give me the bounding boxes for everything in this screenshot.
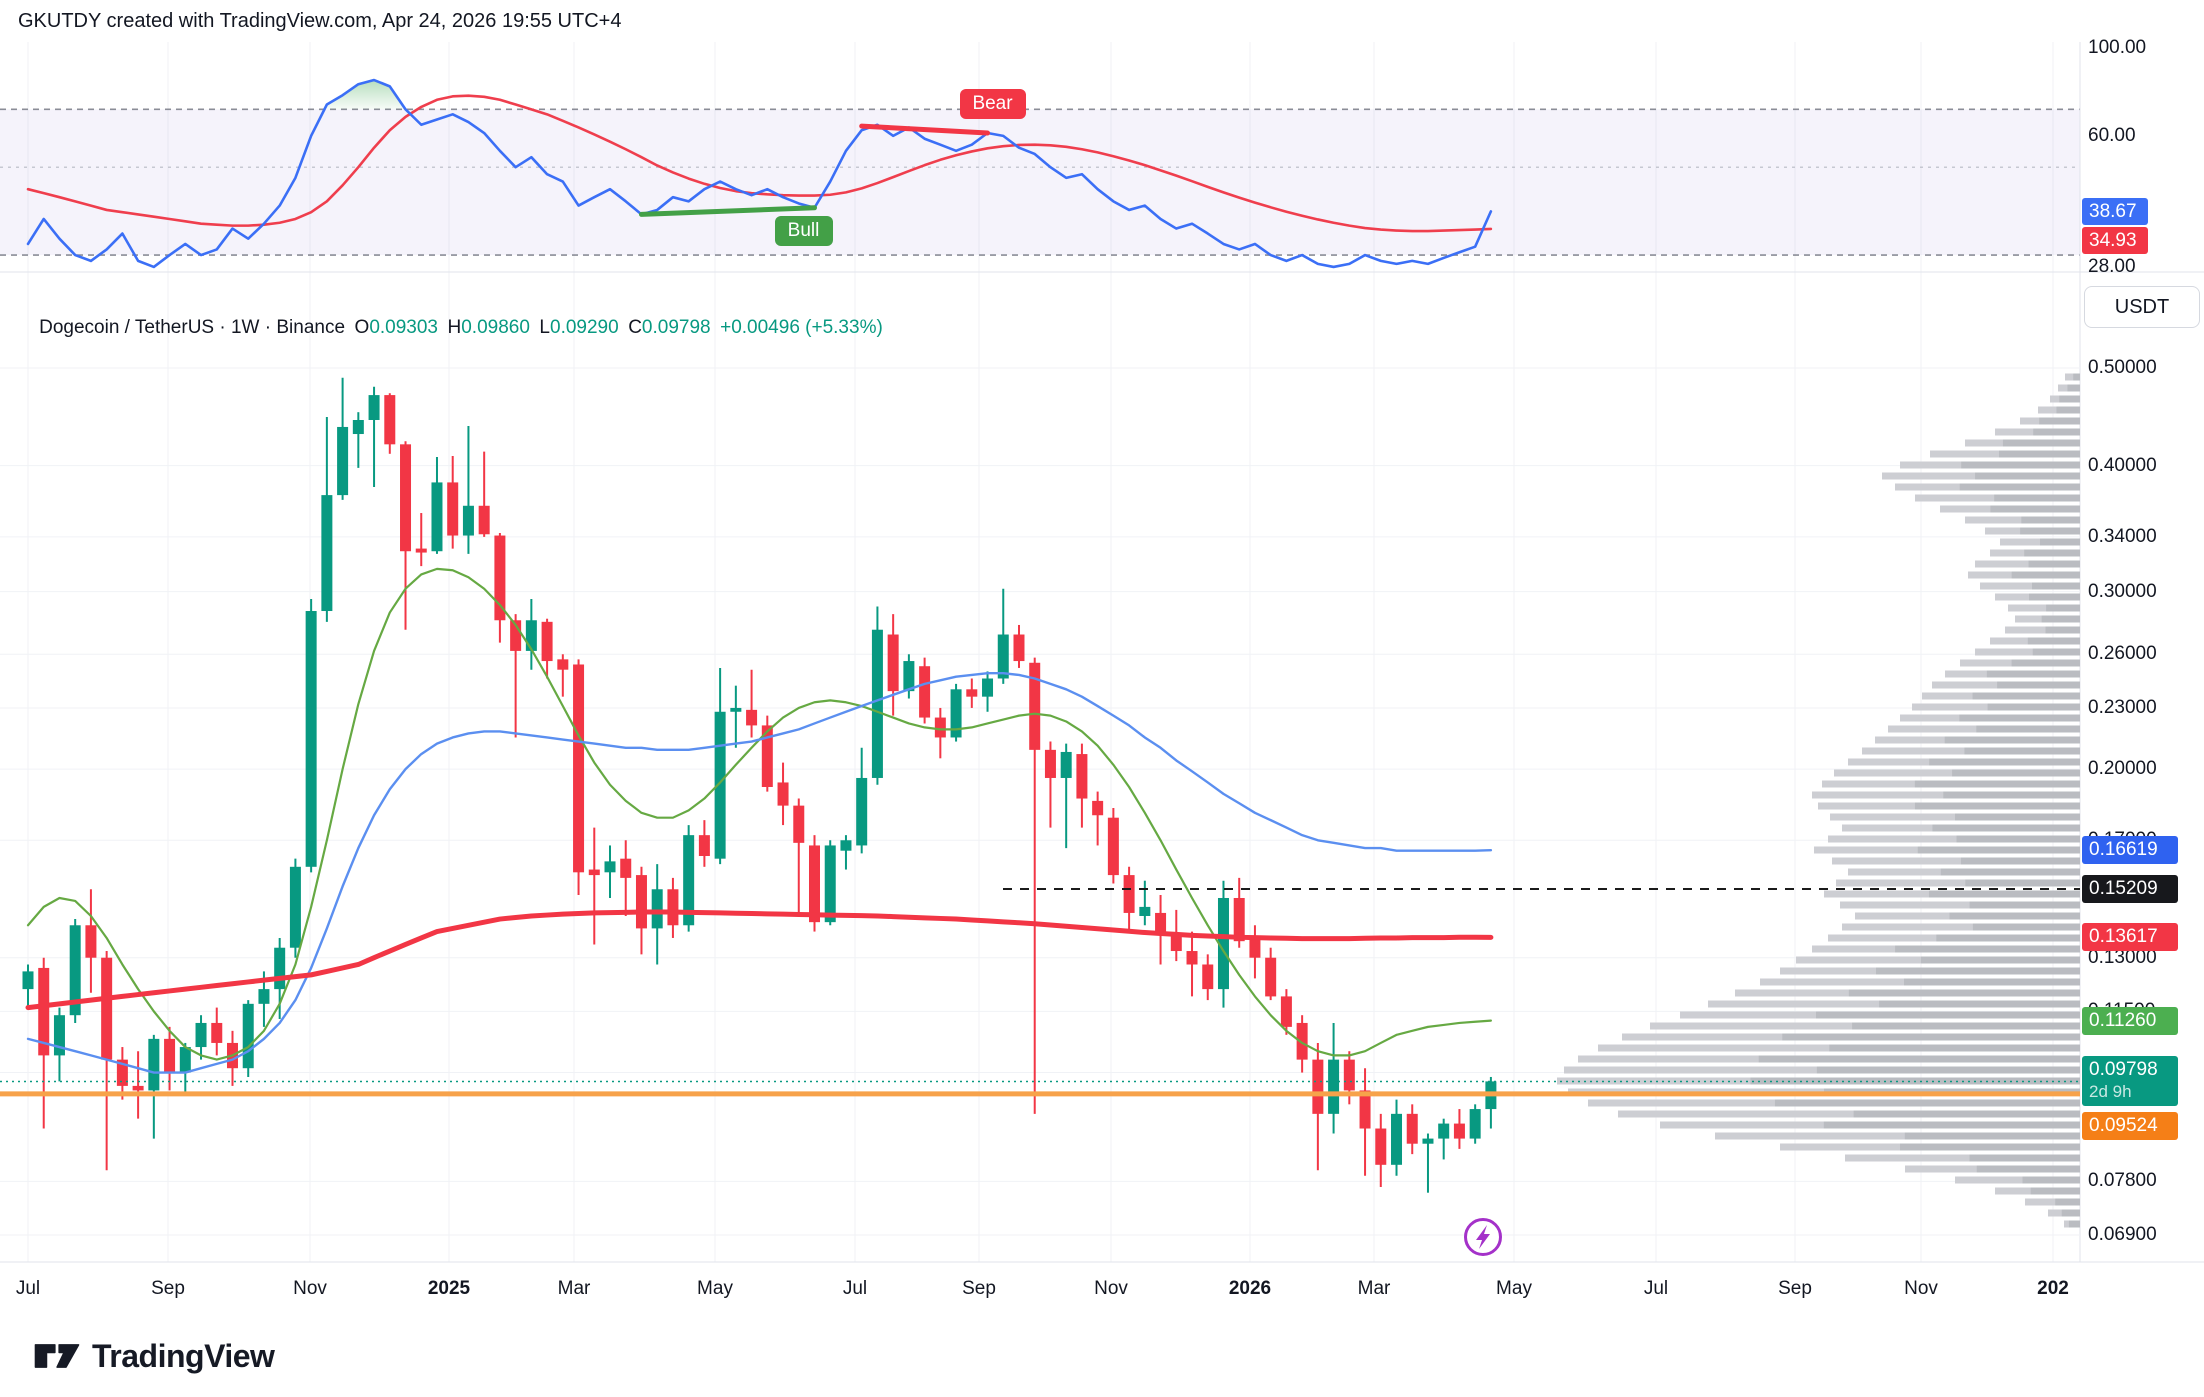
price-badge-0.09798: 0.09798 2d 9h	[2082, 1056, 2178, 1107]
time-axis-label[interactable]: Mar	[557, 1278, 591, 1299]
tradingview-logo-text: TradingView	[92, 1337, 275, 1374]
price-axis-tick[interactable]: 0.26000	[2088, 643, 2157, 665]
time-axis-label[interactable]: 2026	[1228, 1278, 1272, 1299]
ohlc-label: H	[438, 317, 462, 338]
time-axis-label[interactable]: Jul	[842, 1278, 868, 1299]
price-badge-0.09524: 0.09524	[2082, 1112, 2178, 1140]
ohlc-label: O	[345, 317, 370, 338]
time-axis-label[interactable]: Nov	[1094, 1278, 1128, 1299]
indicator-axis-tick[interactable]: 28.00	[2088, 256, 2136, 277]
price-axis-tick[interactable]: 0.40000	[2088, 454, 2157, 476]
ohlc-value: 0.09860	[461, 317, 530, 338]
time-axis-label[interactable]: Jul	[15, 1278, 41, 1299]
time-axis-label[interactable]: Jul	[1643, 1278, 1669, 1299]
time-axis-label[interactable]: Mar	[1357, 1278, 1391, 1299]
bear-divergence-label[interactable]: Bear	[959, 89, 1026, 119]
price-axis-tick[interactable]: 0.13000	[2088, 946, 2157, 968]
time-axis-label[interactable]: 202	[2037, 1278, 2069, 1299]
ohlc-value: 0.09303	[369, 317, 438, 338]
price-axis-tick[interactable]: 0.23000	[2088, 696, 2157, 718]
currency-unit-button[interactable]: USDT	[2084, 286, 2200, 328]
countdown-to-bar-close: 2d 9h	[2089, 1082, 2132, 1102]
time-axis-label[interactable]: Nov	[1904, 1278, 1938, 1299]
price-badge-0.11260: 0.11260	[2082, 1006, 2178, 1035]
time-axis-label[interactable]: May	[1496, 1278, 1532, 1299]
time-axis-label[interactable]: Sep	[1778, 1278, 1812, 1299]
ohlc-label: L	[529, 317, 550, 338]
price-badge-0.15209: 0.15209	[2082, 875, 2178, 903]
lightning-marker[interactable]	[1464, 1218, 1502, 1256]
time-axis-label[interactable]: Sep	[151, 1278, 185, 1299]
rsi-ma-value-badge: 34.93	[2082, 227, 2148, 254]
price-axis-tick[interactable]: 0.20000	[2088, 758, 2157, 780]
price-axis-tick[interactable]: 0.07800	[2088, 1170, 2157, 1192]
price-axis-tick[interactable]: 0.30000	[2088, 580, 2157, 602]
ohlc-value: 0.09290	[550, 317, 619, 338]
chart-header-attribution: GKUTDY created with TradingView.com, Apr…	[18, 10, 622, 32]
price-axis-tick[interactable]: 0.34000	[2088, 525, 2157, 547]
rsi-value-badge: 38.67	[2082, 198, 2148, 225]
symbol-legend[interactable]: Dogecoin / TetherUS · 1W · Binance O0.09…	[18, 295, 883, 361]
indicator-axis-tick[interactable]: 100.00	[2088, 37, 2147, 58]
time-axis-label[interactable]: Nov	[293, 1278, 327, 1299]
price-badge-0.13617: 0.13617	[2082, 923, 2178, 952]
time-axis-label[interactable]: 2025	[427, 1278, 471, 1299]
ohlc-value: 0.09798	[641, 317, 711, 338]
ohlc-label: C	[618, 317, 642, 338]
bull-divergence-label[interactable]: Bull	[774, 215, 833, 246]
tradingview-logo[interactable]: TradingView	[34, 1336, 275, 1376]
price-axis-tick[interactable]: 0.06900	[2088, 1224, 2157, 1245]
tradingview-logo-icon	[34, 1344, 80, 1368]
indicator-axis-tick[interactable]: 60.00	[2088, 125, 2136, 146]
price-badge-0.16619: 0.16619	[2082, 836, 2178, 865]
price-change-value: +0.00496 (+5.33%)	[710, 317, 883, 338]
price-axis-tick[interactable]: 0.50000	[2088, 357, 2157, 378]
time-axis-label[interactable]: May	[697, 1278, 733, 1299]
time-axis-label[interactable]: Sep	[962, 1278, 996, 1299]
symbol-title[interactable]: Dogecoin / TetherUS · 1W · Binance	[39, 317, 346, 338]
